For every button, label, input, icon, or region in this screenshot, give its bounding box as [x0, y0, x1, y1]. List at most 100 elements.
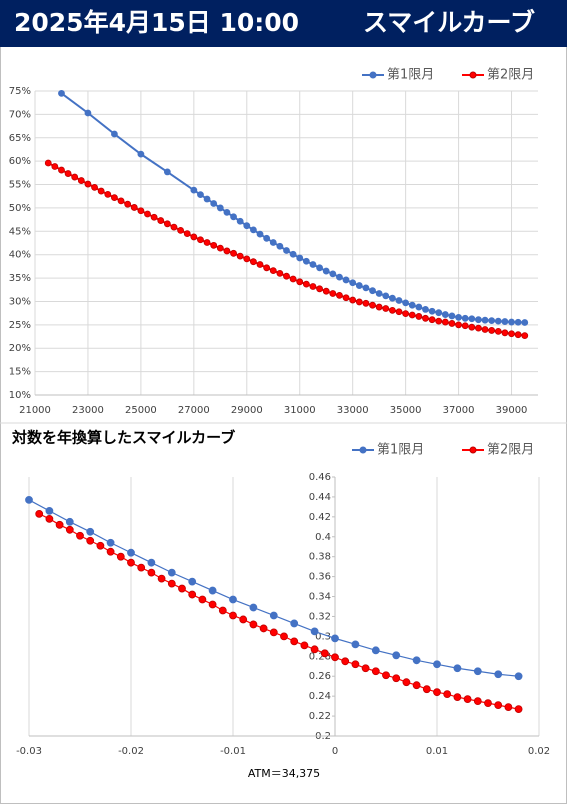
y-tick-label: 75%: [9, 86, 31, 97]
y-tick-label: 10%: [9, 390, 31, 401]
marker: [65, 517, 74, 526]
marker: [382, 671, 390, 680]
y-tick-label: 0.24: [309, 691, 331, 702]
marker: [382, 305, 390, 312]
marker: [355, 298, 363, 306]
marker: [45, 506, 54, 515]
marker: [388, 294, 396, 302]
marker: [283, 247, 290, 254]
x-tick-label: 31000: [284, 405, 316, 416]
marker: [494, 327, 502, 335]
marker: [229, 595, 237, 604]
y-tick-label: 0.44: [309, 492, 331, 503]
marker: [441, 311, 449, 318]
marker: [443, 690, 452, 699]
marker: [71, 173, 79, 181]
marker: [349, 279, 357, 287]
marker: [488, 327, 496, 334]
marker: [290, 619, 299, 628]
x-tick-label: 39000: [496, 405, 528, 416]
y-tick-label: 70%: [9, 109, 31, 120]
marker: [65, 525, 74, 534]
marker: [259, 624, 268, 633]
marker: [229, 611, 237, 620]
marker: [514, 318, 522, 326]
marker: [127, 548, 135, 557]
marker: [310, 645, 319, 654]
header-subtitle: スマイルカーブ: [363, 8, 535, 37]
marker: [402, 310, 410, 318]
marker: [488, 317, 496, 325]
marker: [223, 208, 231, 216]
marker: [269, 628, 278, 637]
marker: [208, 600, 217, 609]
marker: [375, 290, 383, 297]
marker: [97, 187, 105, 195]
marker: [473, 667, 482, 676]
marker: [408, 311, 416, 319]
marker: [475, 324, 482, 332]
x-tick-label: 27000: [178, 405, 210, 416]
marker: [494, 670, 503, 679]
marker: [58, 89, 65, 97]
marker: [329, 270, 337, 278]
y-tick-label: 25%: [9, 320, 31, 331]
marker: [428, 316, 436, 324]
marker: [435, 317, 443, 325]
y-tick-label: 0.42: [309, 512, 331, 523]
marker: [415, 303, 423, 311]
marker: [351, 640, 360, 649]
marker: [296, 254, 304, 262]
marker: [329, 290, 337, 297]
marker: [84, 109, 92, 117]
marker: [177, 226, 185, 234]
legend-marker: [469, 446, 477, 454]
marker: [468, 315, 476, 323]
marker: [25, 496, 33, 504]
x-tick-label: 25000: [125, 405, 157, 416]
marker: [250, 226, 257, 234]
marker: [96, 541, 105, 550]
y-tick-label: 0.34: [309, 592, 331, 603]
marker: [302, 257, 310, 265]
x-tick-label: 0: [332, 746, 338, 757]
marker: [514, 672, 523, 681]
marker: [441, 318, 449, 326]
marker: [521, 332, 529, 340]
marker: [147, 558, 156, 567]
y-tick-label: 0.46: [309, 472, 331, 483]
x-tick-label: -0.01: [220, 746, 246, 757]
y-tick-label: 60%: [9, 156, 31, 167]
marker: [455, 313, 462, 321]
marker: [461, 322, 469, 330]
marker: [157, 217, 165, 224]
marker: [402, 678, 411, 687]
header-band: [0, 0, 567, 47]
header-title: 2025年4月15日 10:00: [14, 8, 299, 37]
marker: [362, 284, 370, 292]
y-tick-label: 20%: [9, 343, 31, 354]
marker: [276, 269, 284, 277]
marker: [58, 166, 65, 174]
marker: [300, 641, 309, 650]
marker: [77, 177, 85, 184]
marker: [494, 701, 503, 710]
marker: [243, 222, 251, 230]
marker: [250, 258, 257, 266]
marker: [433, 660, 441, 669]
marker: [86, 536, 95, 545]
marker: [320, 649, 329, 658]
marker: [371, 646, 380, 655]
marker: [178, 584, 186, 593]
marker: [223, 247, 231, 255]
marker: [504, 703, 513, 712]
marker: [163, 168, 171, 176]
marker: [106, 538, 115, 547]
y-tick-label: 15%: [9, 367, 31, 378]
y-tick-label: 50%: [9, 203, 31, 214]
marker: [415, 313, 423, 320]
marker: [375, 303, 383, 311]
marker: [521, 319, 529, 326]
y-tick-label: 0.3: [315, 631, 331, 642]
